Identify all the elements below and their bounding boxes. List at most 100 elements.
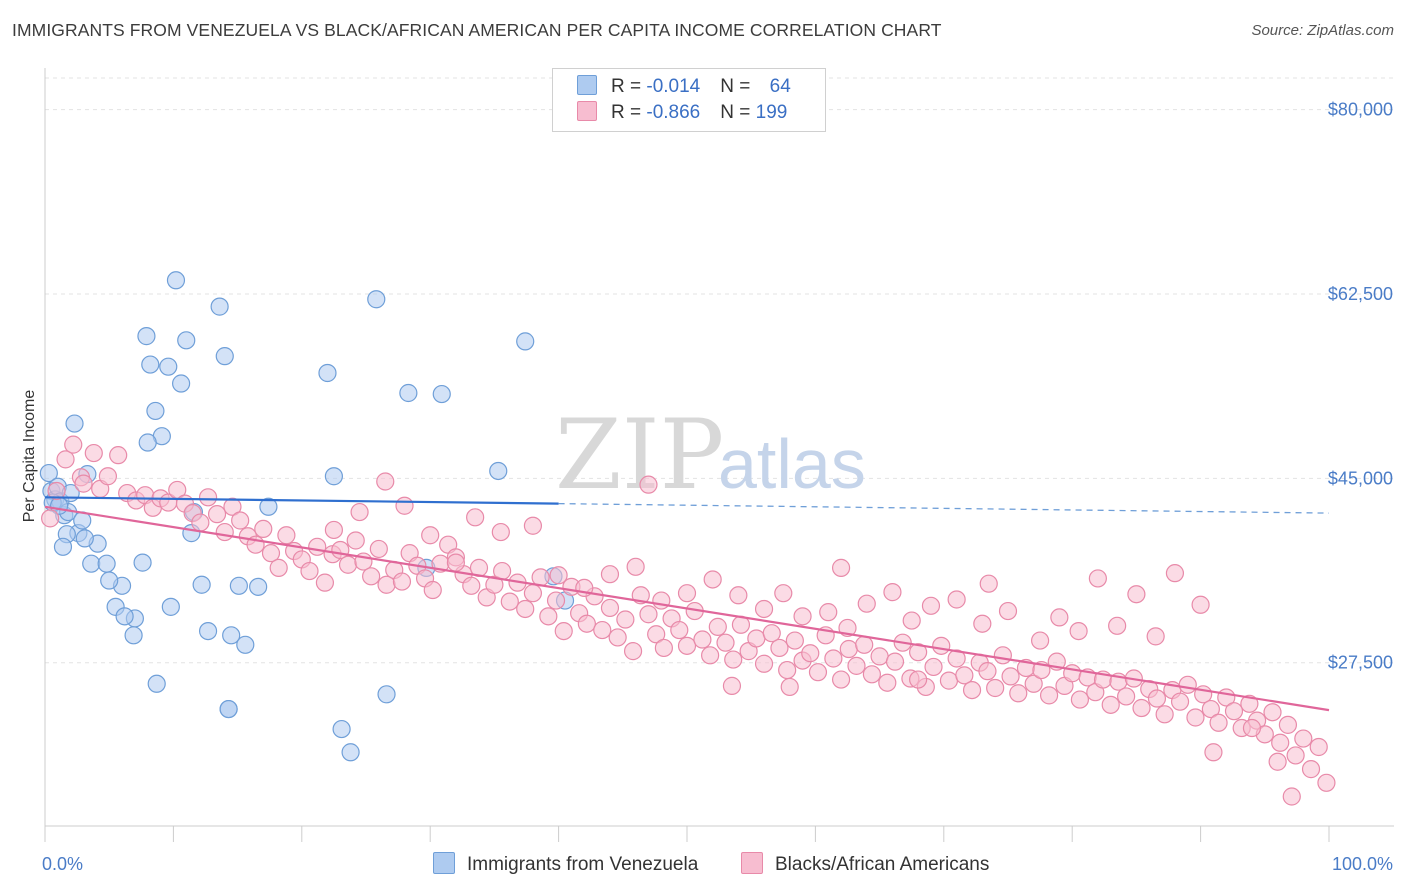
- point-black: [962, 680, 982, 700]
- legend-item-venezuela[interactable]: Immigrants from Venezuela: [433, 852, 698, 876]
- point-black: [466, 508, 485, 527]
- point-black: [921, 596, 941, 615]
- point-black: [924, 657, 943, 677]
- point-black: [1117, 687, 1136, 706]
- point-black: [56, 450, 75, 469]
- point-black: [1030, 631, 1050, 650]
- point-black: [847, 656, 866, 675]
- point-black: [392, 572, 412, 591]
- point-black: [701, 646, 720, 665]
- point-black: [947, 590, 966, 609]
- point-black: [41, 509, 60, 528]
- point-black: [346, 531, 365, 550]
- point-black: [523, 516, 543, 535]
- legend-swatch-black: [741, 852, 763, 874]
- point-black: [1101, 695, 1120, 714]
- point-black: [109, 446, 128, 465]
- point-black: [308, 537, 327, 556]
- legend-r-label: R =: [611, 102, 647, 123]
- point-black: [74, 474, 93, 493]
- point-venezuela: [324, 467, 343, 486]
- point-black: [1186, 708, 1205, 727]
- point-black: [1147, 689, 1167, 708]
- point-venezuela: [100, 571, 119, 590]
- point-venezuela: [115, 607, 134, 626]
- point-black: [626, 557, 645, 576]
- point-venezuela: [161, 597, 180, 616]
- point-black: [801, 644, 820, 663]
- point-venezuela: [215, 347, 234, 366]
- point-black: [491, 522, 510, 542]
- point-black: [1271, 733, 1290, 752]
- point-black: [902, 611, 921, 630]
- point-black: [703, 570, 722, 589]
- point-venezuela: [124, 626, 143, 645]
- point-black: [1278, 715, 1298, 734]
- x-tick-labels: 0.0% 100.0%: [42, 854, 1393, 874]
- legend-swatch-venezuela: [577, 75, 597, 95]
- point-black: [878, 673, 897, 692]
- point-black: [1191, 595, 1210, 614]
- point-black: [677, 636, 697, 655]
- point-black: [1039, 686, 1059, 705]
- point-venezuela: [367, 290, 386, 309]
- point-black: [254, 519, 273, 539]
- legend-item-black[interactable]: Blacks/African Americans: [741, 852, 989, 876]
- point-black: [824, 649, 843, 668]
- point-black: [754, 599, 774, 619]
- point-black: [549, 566, 568, 585]
- point-black: [47, 481, 66, 501]
- point-black: [979, 574, 998, 593]
- point-venezuela: [432, 384, 451, 404]
- point-black: [395, 496, 414, 515]
- point-black: [324, 520, 343, 540]
- point-black: [883, 583, 902, 602]
- point-venezuela: [516, 332, 535, 351]
- point-black: [831, 670, 851, 689]
- point-venezuela: [147, 674, 166, 693]
- trend-line-venezuela: [44, 496, 559, 505]
- point-black: [1309, 737, 1328, 757]
- point-black: [819, 603, 838, 622]
- point-venezuela: [236, 635, 255, 654]
- point-black: [1132, 698, 1151, 718]
- point-black: [793, 607, 812, 626]
- point-black: [1301, 760, 1321, 779]
- point-venezuela: [177, 331, 196, 350]
- point-black: [350, 502, 369, 522]
- point-black: [446, 553, 465, 572]
- point-black: [1001, 667, 1020, 686]
- point-venezuela: [97, 554, 116, 573]
- legend-swatch-venezuela: [433, 852, 455, 874]
- point-black: [207, 505, 227, 524]
- point-black: [993, 646, 1012, 665]
- point-black: [500, 592, 519, 611]
- point-black: [1009, 684, 1028, 703]
- point-black: [485, 575, 504, 594]
- point-black: [647, 625, 666, 644]
- point-black: [1070, 690, 1090, 709]
- point-black: [770, 638, 789, 658]
- point-black: [652, 591, 671, 610]
- point-black: [462, 576, 481, 595]
- point-black: [554, 621, 573, 641]
- point-black: [639, 475, 658, 494]
- point-black: [1317, 773, 1336, 792]
- watermark-zip: ZIP: [555, 399, 724, 511]
- point-black: [376, 472, 395, 491]
- legend-row-venezuela: R = -0.014 N = 64: [577, 75, 791, 101]
- point-venezuela: [172, 374, 191, 393]
- point-venezuela: [222, 626, 241, 645]
- point-venezuela: [341, 743, 360, 762]
- point-black: [1263, 703, 1282, 722]
- point-black: [1294, 729, 1313, 748]
- point-black: [932, 636, 951, 655]
- point-black: [808, 663, 828, 682]
- point-black: [516, 599, 535, 619]
- point-venezuela: [332, 719, 351, 739]
- point-black: [608, 628, 627, 647]
- point-black: [1224, 702, 1244, 721]
- point-black: [885, 652, 905, 671]
- y-tick-label: $27,500: [1328, 653, 1393, 673]
- point-venezuela: [249, 577, 268, 596]
